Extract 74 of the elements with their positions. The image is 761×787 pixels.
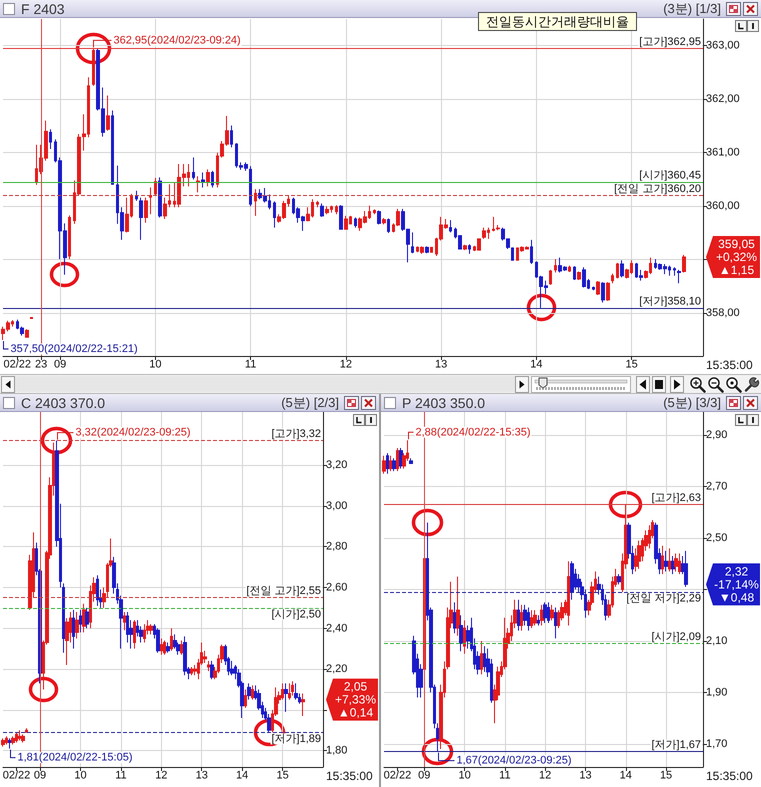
y-tick-label: 360,00: [706, 200, 740, 212]
y-tick-label: 1,90: [706, 686, 728, 698]
y-tick-label: 1,70: [706, 738, 728, 750]
x-tick-label: 13: [434, 358, 448, 370]
x-tick-label: 09: [34, 770, 46, 782]
x-tick-label: 13: [579, 770, 592, 782]
annotation: 1,81(2024/02/22-15:05): [18, 752, 132, 764]
annotation: 3,32(2024/02/23-09:25): [76, 426, 190, 439]
ref-line-label: [시가]2,50: [271, 608, 321, 620]
ref-line-label: [고가]362,95: [639, 36, 701, 48]
x-tick-label: 15: [276, 770, 289, 782]
annotation: 1,67(2024/02/23-09:25): [456, 754, 572, 767]
x-tick-label: 15: [660, 770, 672, 782]
y-tick-label: 2,80: [326, 540, 348, 553]
y-tick-label: 2,60: [326, 581, 348, 594]
chart-subtitle: (3분) [1/3]: [663, 1, 721, 17]
ref-line-label: [고가]2,63: [651, 492, 701, 504]
x-tick-label: 11: [244, 358, 256, 370]
x-tick-label: 12: [539, 770, 552, 782]
x-tick-label: 02/22: [4, 358, 32, 370]
y-tick-label: 3,20: [326, 459, 348, 472]
y-tick-label: 2,50: [706, 532, 728, 544]
x-tick-label: 15: [625, 358, 638, 370]
ref-line-label: [시가]2,09: [651, 631, 701, 644]
y-tick-label: 2,40: [326, 622, 348, 634]
x-axis-title: 15:35:00: [706, 358, 754, 372]
ref-line-label: [저가]358,10: [639, 295, 701, 308]
x-tick-label: 23: [34, 358, 48, 370]
x-tick-label: 09: [418, 770, 430, 782]
y-tick-label: 363,00: [706, 40, 740, 52]
x-axis-title: 15:35:00: [326, 769, 374, 783]
text: 2,05 +7,33% ▲0,14: [334, 680, 376, 720]
y-tick-label: 2,20: [326, 663, 348, 676]
chart-title: F 2403: [21, 1, 65, 17]
x-tick-label: 10: [74, 770, 87, 782]
x-tick-label: 14: [236, 770, 248, 782]
y-tick-label: 2,10: [706, 634, 728, 647]
chart-subtitle: (5분) [2/3]: [281, 395, 339, 411]
x-tick-label: 11: [499, 770, 511, 782]
ref-line-label: [저가]1,67: [651, 739, 701, 752]
ref-line-label: [전일 저가]2,29: [626, 592, 701, 605]
annotation: 전일동시간거래량대비율: [478, 12, 637, 31]
annotation: 2,88(2024/02/22-15:35): [416, 426, 530, 438]
x-tick-label: 14: [530, 358, 542, 370]
x-tick-label: 11: [115, 770, 127, 782]
text: 2,32 -17,14% ▼0,48: [714, 564, 760, 604]
chart-title: P 2403 350.0: [402, 395, 486, 411]
text: 359,05 +0,32% ▲1,15: [716, 237, 758, 278]
y-tick-label: 1,80: [326, 744, 348, 757]
ref-line-label: [저가]1,89: [271, 732, 321, 745]
ref-line-label: [고가]3,32: [271, 428, 321, 440]
x-tick-label: 12: [340, 358, 352, 370]
x-tick-label: 10: [149, 358, 162, 370]
x-tick-label: 14: [620, 770, 632, 782]
x-tick-label: 02/22: [2, 770, 30, 782]
y-tick-label: 362,00: [706, 93, 740, 106]
chart-subtitle: (5분) [3/3]: [663, 395, 721, 411]
x-tick-label: 13: [196, 770, 208, 782]
y-tick-label: 2,70: [706, 480, 728, 493]
x-tick-label: 10: [458, 770, 471, 782]
x-tick-label: 12: [155, 770, 168, 782]
y-tick-label: 3,00: [326, 500, 348, 512]
ref-line-label: [시가]360,45: [639, 170, 701, 182]
x-tick-label: 02/22: [384, 770, 412, 782]
y-tick-label: 2,90: [706, 429, 728, 442]
x-axis-title: 15:35:00: [706, 769, 754, 783]
chart-title: C 2403 370.0: [21, 395, 106, 411]
annotation: 357,50(2024/02/22-15:21): [10, 342, 138, 355]
y-tick-label: 361,00: [706, 146, 740, 159]
ref-line-label: [전일 고가]360,20: [614, 183, 701, 196]
ref-line-label: [전일 고가]2,55: [246, 585, 321, 598]
x-tick-label: 09: [54, 358, 66, 370]
annotation: 362,95(2024/02/23-09:24): [114, 34, 241, 46]
y-tick-label: 358,00: [706, 307, 740, 320]
